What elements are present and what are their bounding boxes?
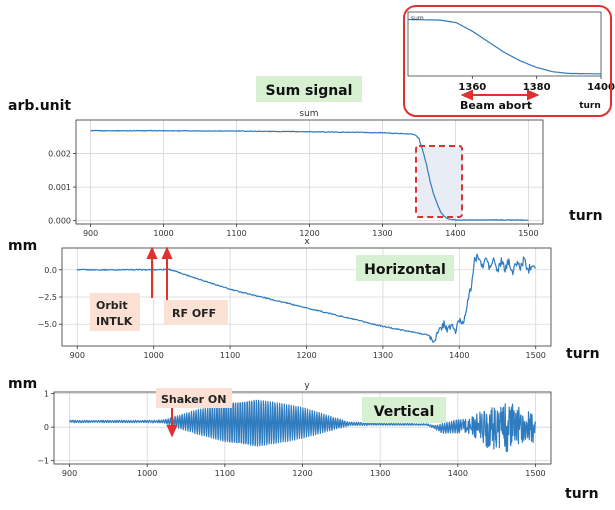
- inset-panel: sum 1360 1380 1400: [403, 5, 615, 117]
- inset-turn-label: turn: [579, 101, 601, 111]
- sum-series-line: [90, 129, 529, 221]
- inset-plot-area: [407, 11, 602, 77]
- x-tick-label: 1000: [137, 469, 157, 478]
- x-tick-label: 1500: [518, 229, 538, 238]
- sum-abort-shade: [418, 147, 463, 217]
- vertical-label: Vertical: [374, 404, 435, 420]
- horizontal-series-line: [76, 253, 536, 343]
- sum-turn-label: turn: [569, 208, 603, 224]
- sum-panel: 900 1000 1100 1200 1300 1400 1500 0.0000.0010.…: [48, 109, 544, 238]
- x-tick-label: 900: [70, 351, 85, 360]
- x-tick-label: 1000: [144, 351, 164, 360]
- beam-abort-label: Beam abort: [460, 99, 532, 112]
- y-tick-label: 1: [44, 390, 49, 399]
- sum-x-ticks: 900 1000 1100 1200 1300 1400 1500: [83, 224, 539, 238]
- vertical-panel: 900 1000 1100 1200 1300 1400 1500 1 0 −1 y: [37, 381, 552, 478]
- vertical-plot-title: y: [304, 381, 310, 391]
- inset-plot-title: sum: [411, 15, 424, 22]
- y-tick-label: −5.0: [38, 320, 57, 329]
- x-tick-label: 1200: [299, 229, 319, 238]
- y-tick-label: 0: [44, 423, 49, 432]
- x-tick-label: 1300: [372, 229, 392, 238]
- sum-plot-title: sum: [299, 109, 318, 119]
- shaker-on-arrowhead: [166, 425, 178, 438]
- x-tick-label: 1500: [526, 351, 546, 360]
- inset-series-line: [408, 18, 602, 75]
- x-tick-label: 1200: [292, 469, 312, 478]
- vertical-turn-label: turn: [565, 486, 599, 502]
- beam-abort-arrowhead-right: [527, 89, 540, 101]
- sum-gridlines: [76, 120, 543, 224]
- x-tick-label: 1100: [215, 469, 235, 478]
- x-tick-label: 1200: [296, 351, 316, 360]
- rf-off-arrowhead: [161, 246, 173, 259]
- y-tick-label: 0.002: [48, 150, 71, 159]
- horizontal-badge: [356, 255, 454, 281]
- inset-red-border: [403, 5, 612, 117]
- horizontal-unit-label: mm: [8, 238, 37, 254]
- sum-unit-label: arb.unit: [8, 98, 71, 114]
- y-tick-label: 0.0: [44, 266, 57, 275]
- y-tick-label: 0.001: [48, 183, 71, 192]
- annotation-arrows: [146, 89, 540, 438]
- x-tick-label: 900: [62, 469, 77, 478]
- horizontal-label: Horizontal: [364, 262, 446, 278]
- vertical-y-ticks: 1 0 −1: [37, 390, 54, 466]
- x-tick-label: 900: [83, 229, 98, 238]
- sum-abort-dashed-box: [415, 145, 463, 218]
- rf-off-label: RF OFF: [172, 307, 216, 320]
- y-tick-label: −2.5: [38, 293, 57, 302]
- beam-abort-arrowhead-left: [460, 89, 473, 101]
- sum-signal-badge: [256, 76, 362, 102]
- vertical-x-ticks: 900 1000 1100 1200 1300 1400 1500: [62, 464, 546, 478]
- x-tick-label: 1300: [373, 351, 393, 360]
- x-tick-label: 1400: [587, 82, 615, 93]
- horizontal-plot-title: x: [304, 237, 310, 247]
- vertical-series-line: [69, 399, 537, 453]
- x-tick-label: 1300: [370, 469, 390, 478]
- x-tick-label: 1500: [525, 469, 545, 478]
- x-tick-label: 1100: [220, 351, 240, 360]
- vertical-unit-label: mm: [8, 376, 37, 392]
- y-tick-label: 0.000: [48, 217, 71, 226]
- inset-x-ticks: 1360 1380 1400: [458, 76, 615, 93]
- rf-off-badge: [164, 300, 228, 324]
- horizontal-x-ticks: 900 1000 1100 1200 1300 1400 1500: [70, 346, 546, 360]
- sum-y-ticks: 0.000 0.001 0.002: [48, 150, 76, 226]
- x-tick-label: 1400: [445, 229, 465, 238]
- x-tick-label: 1400: [448, 469, 468, 478]
- horizontal-panel: 900 1000 1100 1200 1300 1400 1500 0.0−2.5−5.0 …: [38, 237, 552, 360]
- orbit-intlk-label-line2: INTLK: [96, 315, 133, 328]
- vertical-badge: [362, 397, 446, 423]
- sum-signal-label: Sum signal: [266, 83, 353, 99]
- x-tick-label: 1400: [449, 351, 469, 360]
- horizontal-turn-label: turn: [566, 346, 600, 362]
- shaker-on-badge: [156, 388, 232, 408]
- shaker-on-label: Shaker ON: [161, 393, 226, 406]
- horizontal-y-ticks: 0.0 −2.5 −5.0: [38, 266, 62, 329]
- x-tick-label: 1100: [226, 229, 246, 238]
- y-tick-label: −1: [37, 457, 49, 466]
- x-tick-label: 1380: [523, 82, 551, 93]
- orbit-intlk-label-line1: Orbit: [96, 299, 128, 312]
- x-tick-label: 1360: [458, 82, 486, 93]
- x-tick-label: 1000: [153, 229, 173, 238]
- orbit-intlk-badge: [90, 293, 140, 331]
- orbit-intlk-arrowhead: [146, 246, 158, 259]
